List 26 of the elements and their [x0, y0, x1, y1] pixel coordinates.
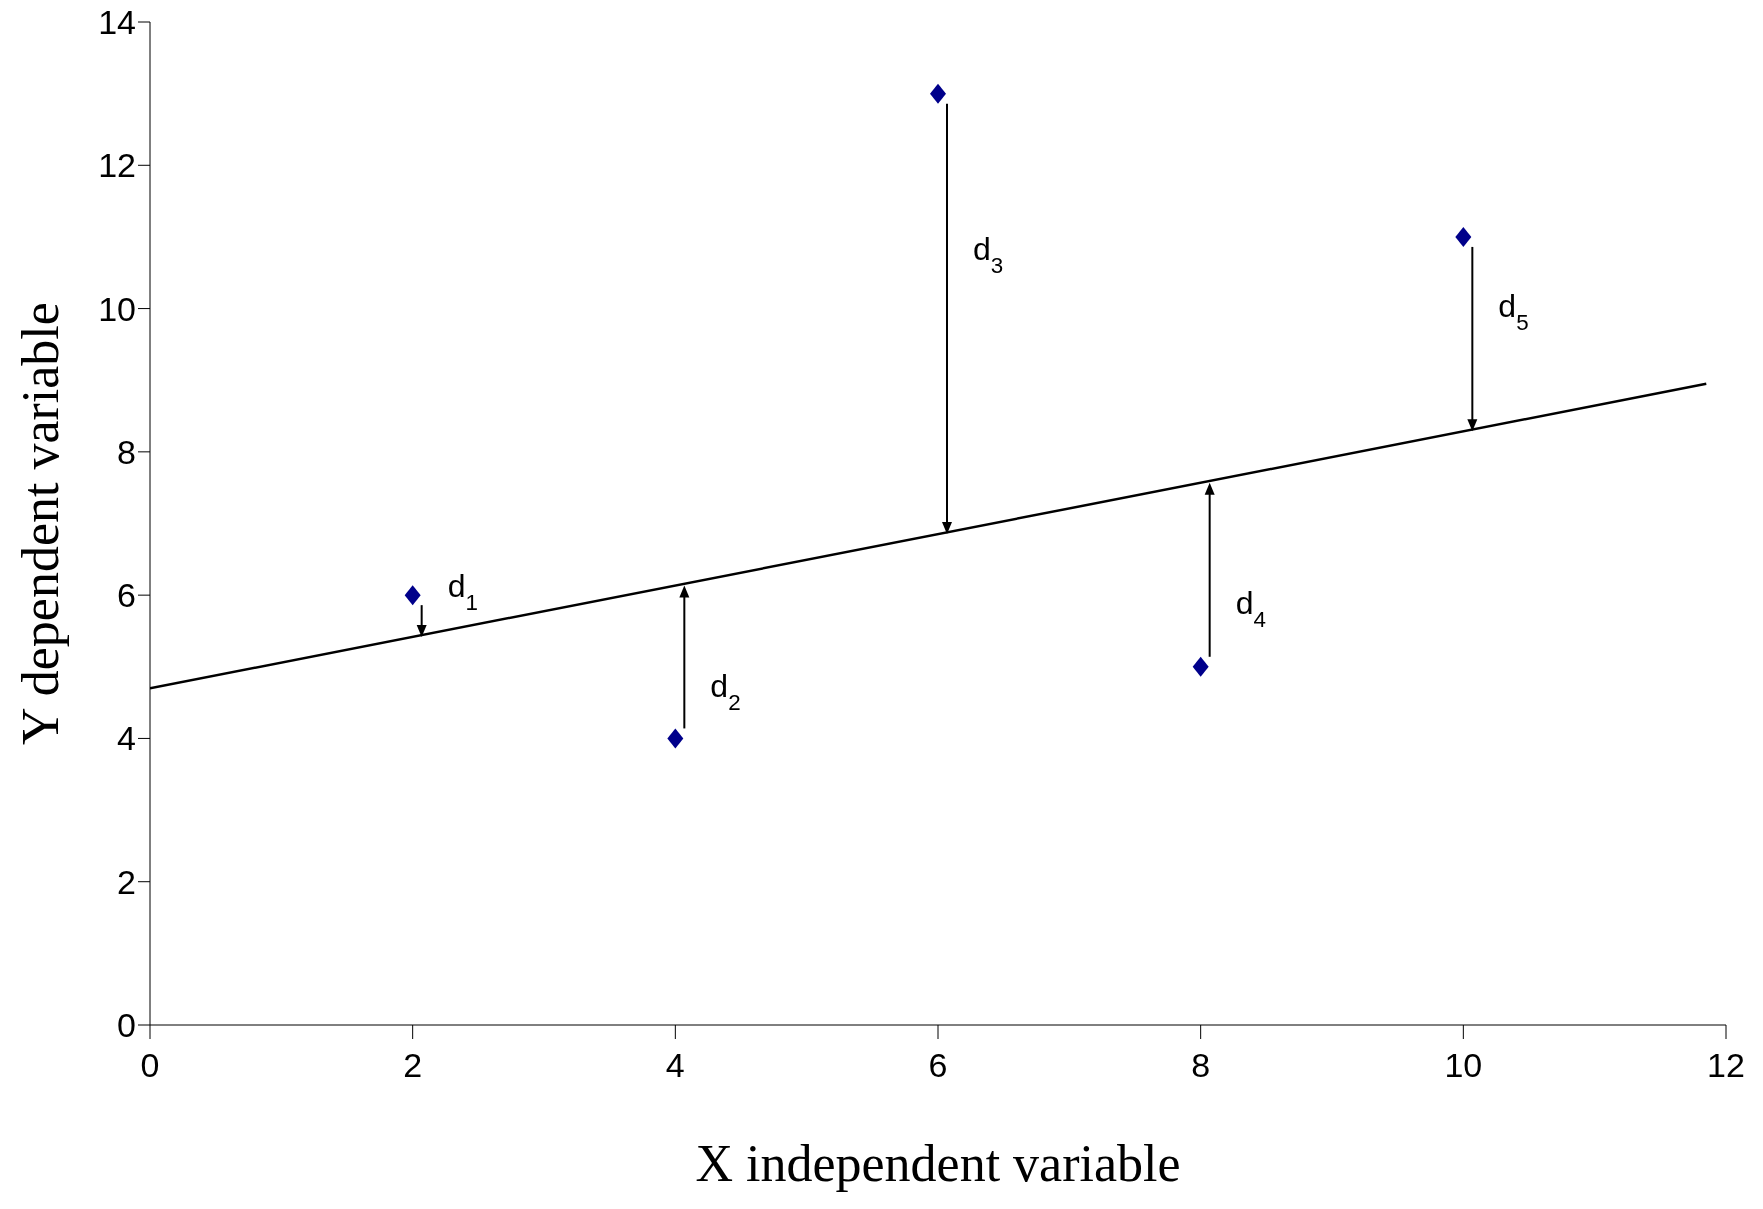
- annotation: d$_{5}$: [1498, 287, 1529, 335]
- y-tick-label: 0: [117, 1006, 136, 1045]
- annotation: d$_{1}$: [447, 568, 478, 615]
- point: [1455, 226, 1472, 247]
- point: [404, 585, 421, 606]
- point: [930, 83, 946, 104]
- y-tick-label: 10: [98, 289, 136, 328]
- x-tick-label: 6: [928, 1046, 948, 1085]
- annotation: d$_{3}$: [973, 230, 1004, 278]
- y-tick-label: 4: [117, 719, 136, 758]
- x-tick-label: 4: [665, 1046, 685, 1085]
- y-tick-label: 8: [117, 432, 136, 471]
- x-tick-label: 2: [403, 1046, 423, 1085]
- x-tick-label: 8: [1191, 1046, 1211, 1085]
- y-axis-title: Y dependent variable: [12, 302, 69, 745]
- y-tick-label: 12: [98, 146, 136, 185]
- annotation: d$_{4}$: [1235, 585, 1266, 632]
- y-tick-label: 2: [117, 862, 136, 901]
- y-tick-label: 6: [117, 576, 136, 615]
- point: [1192, 656, 1209, 677]
- y-tick-label: 14: [98, 3, 136, 42]
- point: [667, 728, 684, 749]
- x-tick-label: 10: [1444, 1046, 1483, 1085]
- x-tick-label: 12: [1707, 1046, 1745, 1085]
- annotation: d$_{2}$: [710, 667, 741, 715]
- x-axis-title: X independent variable: [695, 1135, 1181, 1192]
